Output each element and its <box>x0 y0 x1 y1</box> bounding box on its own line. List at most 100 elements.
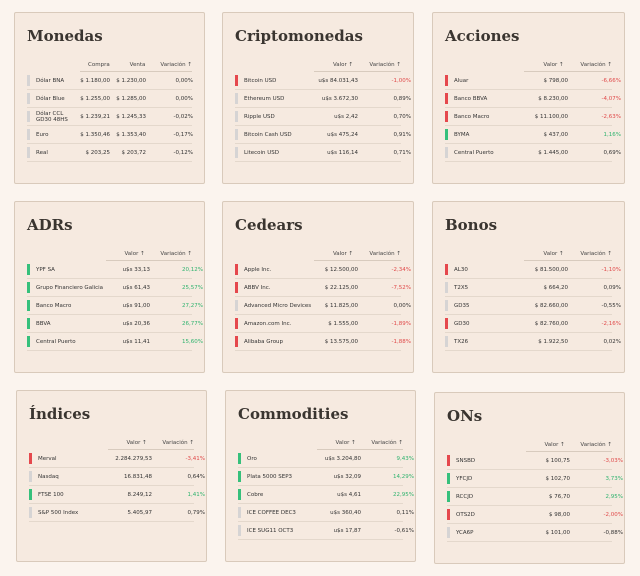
table-row[interactable]: Real $ 203,25 $ 203,72 -0,12% <box>27 144 193 162</box>
row-name[interactable]: Dólar CCL GD30 48HS <box>36 110 68 123</box>
row-name[interactable]: Central Puerto <box>36 338 76 345</box>
table-row[interactable]: Ethereum USD u$s 3.672,30 0,89% <box>235 90 411 108</box>
row-name[interactable]: YFCJD <box>456 475 473 482</box>
header-valor[interactable]: Valor ↑ <box>335 439 356 446</box>
header-variacion[interactable]: Variación ↑ <box>580 441 612 448</box>
header-compra[interactable]: Compra <box>88 61 110 68</box>
row-name[interactable]: AL30 <box>454 266 468 273</box>
row-name[interactable]: Banco Macro <box>454 113 490 120</box>
row-name[interactable]: FTSE 100 <box>38 491 64 498</box>
row-name[interactable]: BBVA <box>36 320 51 327</box>
row-name[interactable]: Merval <box>38 455 57 462</box>
row-name[interactable]: Bitcoin USD <box>244 77 277 84</box>
header-variacion[interactable]: Variación ↑ <box>160 250 192 257</box>
row-name[interactable]: Amazon.com Inc. <box>244 320 292 327</box>
row-name[interactable]: Banco Macro <box>36 302 72 309</box>
row-name[interactable]: ICE COFFEE DEC3 <box>247 509 296 516</box>
row-name[interactable]: Nasdaq <box>38 473 59 480</box>
header-variacion[interactable]: Variación ↑ <box>580 61 612 68</box>
row-name[interactable]: Grupo Financiero Galicia <box>36 284 104 291</box>
table-row[interactable]: Ripple USD u$s 2,42 0,70% <box>235 108 411 126</box>
table-row[interactable]: Central Puerto u$s 11,41 15,60% <box>27 333 203 351</box>
row-name[interactable]: RCCJD <box>456 493 474 500</box>
row-name[interactable]: ABBV Inc. <box>244 284 271 291</box>
table-row[interactable]: Banco BBVA $ 8.230,00 -4,07% <box>445 90 621 108</box>
header-variacion[interactable]: Variación ↑ <box>369 61 401 68</box>
header-valor[interactable]: Valor ↑ <box>124 250 145 257</box>
row-name[interactable]: GD30 <box>454 320 470 327</box>
header-valor[interactable]: Valor ↑ <box>126 439 147 446</box>
table-row[interactable]: Aluar $ 798,00 -6,66% <box>445 72 621 90</box>
table-row[interactable]: YCA6P $ 101,00 -0,88% <box>447 524 623 542</box>
table-row[interactable]: T2X5 $ 664,20 0,09% <box>445 279 621 297</box>
row-name[interactable]: Cobre <box>247 491 264 498</box>
table-row[interactable]: RCCJD $ 76,70 2,95% <box>447 488 623 506</box>
table-row[interactable]: Banco Macro u$s 91,00 27,27% <box>27 297 203 315</box>
row-name[interactable]: Oro <box>247 455 257 462</box>
table-row[interactable]: Oro u$s 3.204,80 9,43% <box>238 450 414 468</box>
header-valor[interactable]: Valor ↑ <box>332 250 354 257</box>
table-row[interactable]: BBVA u$s 20,36 26,77% <box>27 315 203 333</box>
row-name[interactable]: Litecoin USD <box>244 149 280 156</box>
table-row[interactable]: BYMA $ 437,00 1,16% <box>445 126 621 144</box>
row-name[interactable]: Real <box>36 149 48 156</box>
table-row[interactable]: YFCJD $ 102,70 3,73% <box>447 470 623 488</box>
table-row[interactable]: OTS2D $ 98,00 -2,00% <box>447 506 623 524</box>
table-row[interactable]: Alibaba Group $ 13.575,00 -1,88% <box>235 333 411 351</box>
row-name[interactable]: Bitcoin Cash USD <box>244 131 292 138</box>
row-name[interactable]: OTS2D <box>456 511 475 518</box>
row-name[interactable]: GD35 <box>454 302 470 309</box>
header-variacion[interactable]: Variación ↑ <box>162 439 194 446</box>
table-row[interactable]: ICE COFFEE DEC3 u$s 360,40 0,11% <box>238 504 414 522</box>
table-row[interactable]: GD30 $ 82.760,00 -2,16% <box>445 315 621 333</box>
table-row[interactable]: Bitcoin Cash USD u$s 475,24 0,91% <box>235 126 411 144</box>
row-name[interactable]: Advanced Micro Devices <box>244 302 312 309</box>
row-name[interactable]: Banco BBVA <box>454 95 488 102</box>
row-name[interactable]: Ripple USD <box>244 113 275 120</box>
row-name[interactable]: Apple Inc. <box>244 266 272 273</box>
header-variacion[interactable]: Variación ↑ <box>369 250 401 257</box>
table-row[interactable]: Banco Macro $ 11.100,00 -2,63% <box>445 108 621 126</box>
row-name[interactable]: TX26 <box>454 338 469 345</box>
table-row[interactable]: S&P 500 Index 5.405,97 0,79% <box>29 504 205 522</box>
table-row[interactable]: YPF SA u$s 33,13 20,12% <box>27 261 203 279</box>
header-valor[interactable]: Valor ↑ <box>543 250 564 257</box>
row-name[interactable]: Alibaba Group <box>244 338 284 345</box>
row-name[interactable]: Euro <box>36 131 49 138</box>
row-name[interactable]: T2X5 <box>454 284 469 291</box>
table-row[interactable]: ABBV Inc. $ 22.125,00 -7,52% <box>235 279 411 297</box>
table-row[interactable]: Dólar Blue $ 1.255,00 $ 1.285,00 0,00% <box>27 90 193 108</box>
header-variacion[interactable]: Variación ↑ <box>371 439 403 446</box>
table-row[interactable]: SNSBD $ 100,75 -3,03% <box>447 452 623 470</box>
table-row[interactable]: Nasdaq 16.831,48 0,64% <box>29 468 205 486</box>
table-row[interactable]: Euro $ 1.350,46 $ 1.353,40 -0,17% <box>27 126 193 144</box>
table-row[interactable]: Apple Inc. $ 12.500,00 -2,34% <box>235 261 411 279</box>
row-name[interactable]: Plata 5000 SEP3 <box>247 473 293 480</box>
table-row[interactable]: Advanced Micro Devices $ 11.825,00 0,00% <box>235 297 411 315</box>
row-name[interactable]: Aluar <box>454 77 469 84</box>
table-row[interactable]: TX26 $ 1.922,50 0,02% <box>445 333 621 351</box>
row-name[interactable]: YCA6P <box>456 529 474 536</box>
table-row[interactable]: Grupo Financiero Galicia u$s 61,43 25,57% <box>27 279 203 297</box>
table-row[interactable]: Plata 5000 SEP3 u$s 32,09 14,29% <box>238 468 414 486</box>
table-row[interactable]: ICE SUG11 OCT3 u$s 17,87 -0,61% <box>238 522 414 540</box>
row-name[interactable]: YPF SA <box>36 266 55 273</box>
header-variacion[interactable]: Variación ↑ <box>580 250 612 257</box>
table-row[interactable]: Dólar CCL GD30 48HS $ 1.239,21 $ 1.245,33 -… <box>27 108 193 126</box>
table-row[interactable]: Central Puerto $ 1.445,00 0,69% <box>445 144 621 162</box>
row-name[interactable]: Dólar Blue <box>36 95 65 102</box>
table-row[interactable]: FTSE 100 8.249,12 1,41% <box>29 486 205 504</box>
header-variacion[interactable]: Variación ↑ <box>160 61 192 68</box>
table-row[interactable]: Cobre u$s 4,61 22,95% <box>238 486 414 504</box>
table-row[interactable]: AL30 $ 81.500,00 -1,10% <box>445 261 621 279</box>
header-valor[interactable]: Valor ↑ <box>544 441 565 448</box>
row-name[interactable]: Ethereum USD <box>244 95 285 102</box>
table-row[interactable]: GD35 $ 82.660,00 -0,55% <box>445 297 621 315</box>
table-row[interactable]: Bitcoin USD u$s 84.031,43 -1,00% <box>235 72 411 90</box>
row-name[interactable]: S&P 500 Index <box>38 509 79 516</box>
table-row[interactable]: Dólar BNA $ 1.180,00 $ 1.230,00 0,00% <box>27 72 193 90</box>
header-valor[interactable]: Valor ↑ <box>543 61 564 68</box>
header-venta[interactable]: Venta <box>129 61 146 68</box>
row-name[interactable]: SNSBD <box>456 457 476 464</box>
table-row[interactable]: Litecoin USD u$s 116,14 0,71% <box>235 144 411 162</box>
